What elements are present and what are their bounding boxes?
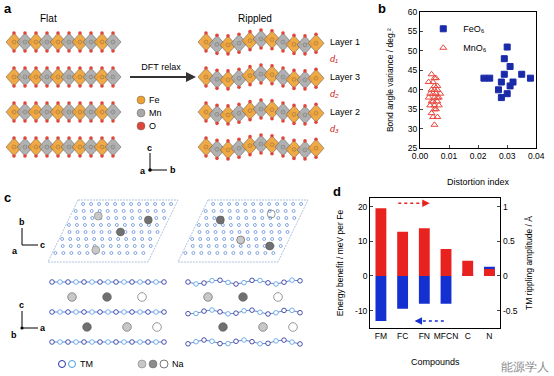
svg-text:Layer 1: Layer 1 (330, 37, 360, 47)
svg-text:Layer 3: Layer 3 (330, 72, 360, 82)
svg-text:Flat: Flat (40, 13, 57, 24)
svg-text:d₂: d₂ (330, 89, 339, 99)
svg-text:TM rippling amplitude / Å: TM rippling amplitude / Å (524, 216, 534, 310)
svg-text:MnO₆: MnO₆ (463, 43, 487, 53)
svg-text:-10: -10 (355, 306, 368, 316)
svg-text:a: a (4, 1, 12, 16)
svg-text:40: 40 (408, 85, 418, 95)
svg-text:Bond angle variance / deg.²: Bond angle variance / deg.² (385, 28, 395, 132)
svg-text:Fe: Fe (149, 95, 160, 105)
svg-text:a: a (40, 323, 46, 333)
svg-text:TM: TM (80, 359, 93, 369)
svg-text:c: c (19, 300, 24, 310)
svg-text:N: N (486, 331, 492, 341)
svg-text:FC: FC (397, 331, 408, 341)
svg-text:c: c (4, 190, 11, 205)
svg-text:a: a (12, 246, 18, 256)
svg-text:FN: FN (419, 331, 430, 341)
svg-text:0.03: 0.03 (499, 151, 516, 161)
svg-text:FM: FM (375, 331, 387, 341)
svg-text:c: c (147, 143, 152, 153)
svg-text:O: O (149, 121, 156, 131)
svg-text:-0.5: -0.5 (503, 306, 518, 316)
svg-text:b: b (378, 1, 386, 16)
svg-text:60: 60 (408, 7, 418, 17)
svg-text:0.02: 0.02 (470, 151, 487, 161)
svg-text:25: 25 (408, 143, 418, 153)
svg-text:DFT relax: DFT relax (141, 62, 181, 72)
svg-text:Distortion index: Distortion index (447, 177, 510, 187)
svg-text:d: d (333, 184, 341, 199)
svg-text:FeO₆: FeO₆ (463, 24, 485, 34)
svg-text:0.00: 0.00 (412, 151, 429, 161)
svg-text:55: 55 (408, 26, 418, 36)
svg-text:35: 35 (408, 104, 418, 114)
svg-text:45: 45 (408, 65, 418, 75)
svg-text:MFCN: MFCN (434, 331, 459, 341)
svg-text:Rippled: Rippled (238, 13, 272, 24)
svg-text:Compounds: Compounds (411, 357, 460, 367)
svg-text:30: 30 (408, 124, 418, 134)
svg-text:d₁: d₁ (330, 54, 338, 64)
svg-text:10: 10 (358, 236, 368, 246)
svg-text:能源学人: 能源学人 (501, 360, 549, 374)
svg-text:Energy benefit / meV per Fe: Energy benefit / meV per Fe (335, 210, 345, 317)
svg-text:a: a (140, 166, 146, 176)
svg-text:1: 1 (503, 202, 508, 212)
svg-text:C: C (465, 331, 471, 341)
svg-text:b: b (19, 217, 25, 227)
svg-text:b: b (11, 330, 17, 340)
svg-text:Layer 2: Layer 2 (330, 107, 360, 117)
svg-text:50: 50 (408, 46, 418, 56)
svg-text:Na: Na (172, 359, 184, 369)
svg-text:c: c (40, 240, 45, 250)
svg-text:Mn: Mn (149, 108, 162, 118)
svg-text:20: 20 (358, 202, 368, 212)
svg-text:0: 0 (503, 271, 508, 281)
svg-text:0: 0 (363, 271, 368, 281)
svg-text:d₃: d₃ (330, 124, 339, 134)
svg-text:0.01: 0.01 (441, 151, 458, 161)
svg-text:0.5: 0.5 (503, 236, 515, 246)
svg-text:b: b (170, 165, 176, 175)
svg-text:0.04: 0.04 (528, 151, 545, 161)
